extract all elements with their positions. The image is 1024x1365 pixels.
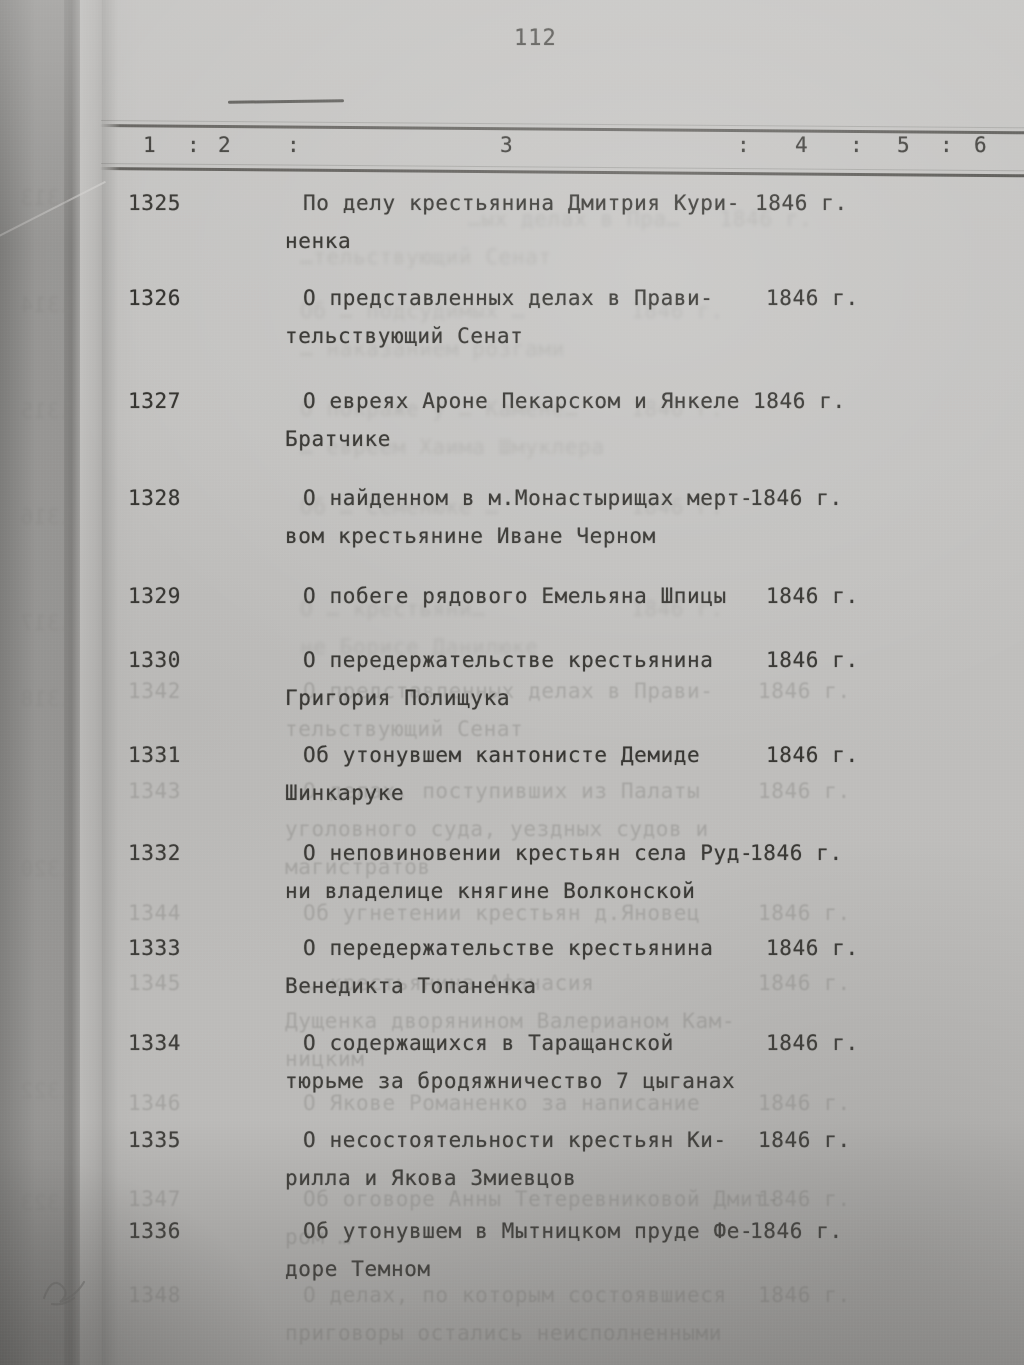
ghost-entry-year: 1846 г. (758, 779, 851, 803)
entry-description-line: О несостоятельности крестьян Ки- (303, 1128, 727, 1152)
mirrored-ghost-number: 1320 (20, 857, 73, 881)
entry-description-line: О евреях Ароне Пекарском и Янкеле (303, 389, 741, 413)
ghost-entry-line: уголовного суда, уездных судов и (285, 817, 709, 841)
entry-number: 1334 (128, 1031, 181, 1055)
entry-description-line: Об утонувшем в Мытницком пруде Фе- (303, 1219, 754, 1243)
entry-description-line: ненка (285, 229, 352, 253)
entry-number: 1335 (128, 1128, 181, 1152)
table-header-cell: 5 (897, 133, 911, 157)
table-header-cell: : (850, 133, 864, 157)
table-header-cell: : (940, 133, 954, 157)
table-header-cell: : (187, 133, 201, 157)
entry-description-line: Григория Полищука (285, 686, 511, 710)
entry-description-line: Об утонувшем кантонисте Демиде (303, 743, 701, 767)
ghost-entry-number: 1343 (128, 779, 181, 803)
entry-year: 1846 г. (766, 743, 859, 767)
entry-year: 1846 г. (766, 936, 859, 960)
ghost-entry-year: 1846 г. (758, 1283, 851, 1307)
ghost-entry-number: 1344 (128, 901, 181, 925)
entry-description-line: доре Темном (285, 1257, 431, 1281)
ghost-entry-year: 1846 г. (758, 1091, 851, 1115)
entry-description-line: ни владелице княгине Волконской (285, 879, 696, 903)
ghost-entry-number: 1346 (128, 1091, 181, 1115)
entry-year: 1846 г. (750, 1219, 843, 1243)
table-header-cell: 6 (974, 133, 988, 157)
entry-description-line: вом крестьянине Иване Черном (285, 524, 656, 548)
entry-number: 1327 (128, 389, 181, 413)
table-header-cell: : (737, 133, 751, 157)
mirrored-ghost-number: 1322 (20, 1079, 73, 1103)
entry-description-line: О передержательстве крестьянина (303, 936, 714, 960)
entry-description-line: О передержательстве крестьянина (303, 648, 714, 672)
ghost-entry-number: 1342 (128, 679, 181, 703)
ghost-entry-year: 1846 г. (758, 901, 851, 925)
entry-description-line: тельствующий Сенат (285, 324, 524, 348)
entry-description-line: О представленных делах в Прави- (303, 286, 714, 310)
entry-description-line: рилла и Якова Змиевцов (285, 1166, 577, 1190)
ghost-entry-year: 1846 г. (758, 679, 851, 703)
ghost-entry-number: 1348 (128, 1283, 181, 1307)
page-number: 112 (514, 26, 557, 51)
ghost-entry-number: 1345 (128, 971, 181, 995)
entry-year: 1846 г. (766, 286, 859, 310)
table-header-cell: : (287, 133, 301, 157)
ghost-entry-year: 1846 г. (758, 1187, 851, 1211)
entry-year: 1846 г. (755, 191, 848, 215)
entry-description-line: Венедикта Топаненка (285, 974, 537, 998)
mirrored-ghost-number: 1317 (20, 611, 73, 635)
entry-description-line: Шинкаруке (285, 781, 405, 805)
entry-year: 1846 г. (766, 1031, 859, 1055)
entry-description-line: О побеге рядового Емельяна Шпицы (303, 584, 727, 608)
entry-number: 1332 (128, 841, 181, 865)
table-header-cell: 3 (500, 133, 514, 157)
mirrored-ghost-number: 1323 (20, 1191, 73, 1215)
stray-ink-dash (227, 99, 345, 104)
entry-number: 1325 (128, 191, 181, 215)
entry-year: 1846 г. (750, 841, 843, 865)
table-bottom-rule (99, 167, 1024, 178)
entry-year: 1846 г. (766, 584, 859, 608)
page-edge-highlight (80, 0, 102, 1365)
entry-number: 1329 (128, 584, 181, 608)
page-edge-inner-shadow (102, 0, 118, 1365)
ghost-entry-line: тельствующий Сенат (285, 717, 524, 741)
entry-description-line: О содержащихся в Таращанской (303, 1031, 674, 1055)
mirrored-ghost-number: 1315 (20, 399, 73, 423)
mirrored-ghost-number: 1314 (20, 293, 73, 317)
entry-description-line: тюрьме за бродяжничество 7 цыганах (285, 1069, 736, 1093)
entry-number: 1328 (128, 486, 181, 510)
entry-number: 1333 (128, 936, 181, 960)
table-top-rule (99, 124, 1024, 135)
table-header-cell: 1 (143, 133, 157, 157)
ghost-entry-line: приговоры остались неисполненными (285, 1321, 723, 1345)
entry-number: 1330 (128, 648, 181, 672)
entry-description-line: По делу крестьянина Дмитрия Кури- (303, 191, 741, 215)
entry-description-line: О найденном в м.Монастырищах мерт- (303, 486, 754, 510)
entry-number: 1326 (128, 286, 181, 310)
entry-description-line: О неповиновении крестьян села Руд- (303, 841, 754, 865)
entry-number: 1336 (128, 1219, 181, 1243)
mirrored-ghost-number: 1318 (20, 687, 73, 711)
entry-year: 1846 г. (758, 1128, 851, 1152)
handwritten-mark (42, 1280, 86, 1306)
mirrored-ghost-number: 1313 (20, 186, 73, 210)
entry-year: 1846 г. (750, 486, 843, 510)
table-header-cell: 2 (218, 133, 232, 157)
ghost-entry-number: 1347 (128, 1187, 181, 1211)
ghost-entry-line: О делах, по которым состоявшиеся (303, 1283, 727, 1307)
ghost-entry-year: 1846 г. (758, 971, 851, 995)
entry-year: 1846 г. (753, 389, 846, 413)
entry-number: 1331 (128, 743, 181, 767)
mirrored-ghost-number: 1316 (20, 505, 73, 529)
table-header-cell: 4 (795, 133, 809, 157)
entry-year: 1846 г. (766, 648, 859, 672)
entry-description-line: Братчике (285, 427, 391, 451)
